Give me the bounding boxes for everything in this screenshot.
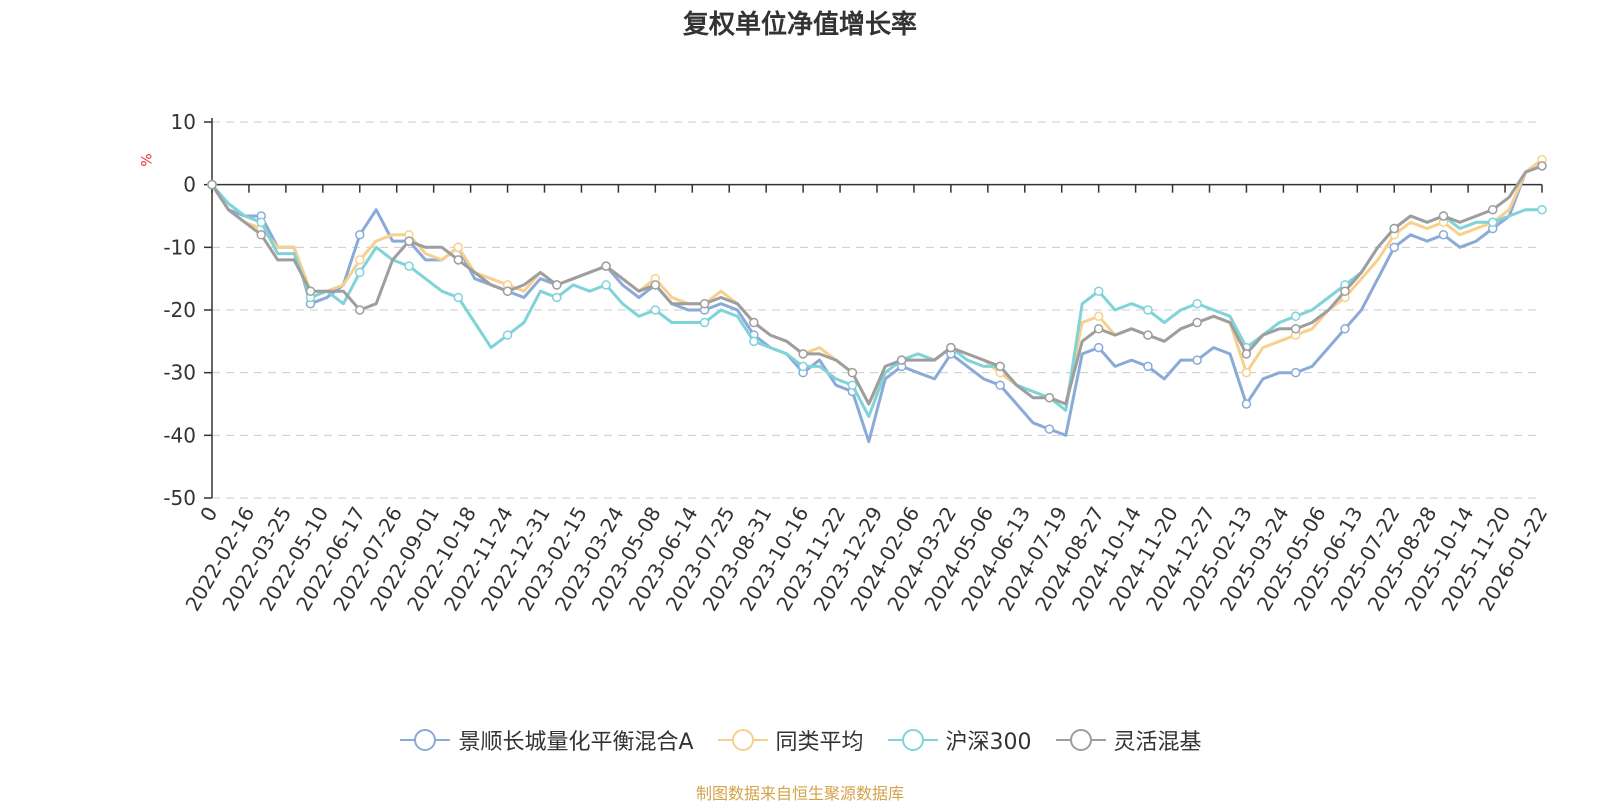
series-point-2 [453, 242, 464, 253]
series-point-3 [650, 305, 661, 315]
legend-label: 灵活混基 [1113, 730, 1202, 755]
series-point-4 [256, 230, 267, 240]
series-point-1 [1093, 342, 1104, 353]
x-tick-label: 0 [195, 503, 222, 526]
series-point-4 [502, 286, 513, 296]
line-chart: 100-10-20-30-40-5002022-02-162022-03-252… [163, 110, 1552, 615]
series-point-4 [1438, 211, 1449, 221]
series-point-4 [1487, 204, 1498, 215]
series-point-3 [552, 292, 562, 303]
series-point-1 [1340, 324, 1350, 334]
series-point-4 [207, 179, 217, 190]
series-point-3 [1487, 217, 1498, 228]
series-point-4 [1389, 223, 1399, 234]
legend-label: 景顺长城量化平衡混合A [458, 730, 694, 755]
source-note: 制图数据来自恒生聚源数据库 [695, 784, 904, 803]
series-line-3 [210, 183, 1542, 418]
series-point-3 [1093, 286, 1104, 296]
series-point-4 [453, 255, 464, 265]
series-point-4 [305, 286, 316, 296]
y-tick-label: -30 [163, 361, 196, 385]
y-tick-label: -50 [163, 486, 196, 510]
series-point-1 [1241, 399, 1252, 409]
series-point-4 [404, 236, 414, 246]
legend-item-3[interactable]: 沪深300 [886, 724, 1032, 756]
series-point-4 [1290, 324, 1301, 334]
series-point-3 [453, 292, 464, 303]
series-point-3 [355, 267, 365, 278]
series-point-4 [798, 349, 808, 359]
series-point-4 [896, 355, 907, 365]
series-point-3 [502, 330, 513, 340]
series-point-4 [1340, 286, 1350, 296]
series-line-4 [210, 164, 1543, 406]
series-point-3 [798, 361, 808, 372]
legend-marker-icon [887, 729, 938, 751]
series-point-4 [847, 367, 858, 378]
y-tick-label: -40 [163, 423, 196, 447]
series-point-1 [1143, 361, 1153, 372]
series-point-4 [355, 305, 365, 315]
legend-label: 同类平均 [775, 730, 864, 755]
series-point-4 [995, 361, 1005, 372]
series-point-1 [995, 380, 1005, 390]
series-point-2 [355, 255, 365, 265]
y-tick-label: -20 [163, 298, 196, 322]
legend-marker-icon [400, 729, 451, 751]
y-tick-label: 0 [183, 173, 196, 197]
series-point-3 [256, 217, 267, 228]
series-point-1 [1192, 355, 1202, 365]
series-point-3 [1192, 298, 1202, 309]
series-point-4 [1093, 324, 1104, 334]
series-point-3 [601, 280, 611, 290]
series-point-3 [847, 380, 858, 390]
y-tick-label: -10 [163, 235, 196, 259]
series-point-2 [1241, 367, 1252, 378]
series-point-4 [699, 298, 710, 309]
series-point-3 [749, 336, 759, 347]
series-point-4 [946, 342, 956, 353]
legend-marker-icon [717, 729, 768, 751]
series-point-4 [1044, 392, 1055, 403]
chart-legend: 景顺长城量化平衡混合A 同类平均 沪深300 灵活混基 [0, 724, 1600, 756]
y-tick-label: 10 [171, 110, 196, 134]
series-point-3 [699, 317, 710, 328]
series-point-3 [1143, 305, 1153, 315]
series-point-1 [1044, 424, 1055, 434]
series-point-1 [1389, 242, 1399, 253]
series-point-1 [355, 230, 365, 240]
series-point-1 [1290, 367, 1301, 378]
series-point-2 [1093, 311, 1104, 322]
series-line-1 [210, 164, 1543, 444]
legend-item-1[interactable]: 景顺长城量化平衡混合A [398, 724, 694, 756]
series-point-4 [601, 261, 611, 271]
series-point-3 [404, 261, 414, 271]
series-point-4 [1537, 161, 1547, 171]
chart-title: 复权单位净值增长率 [682, 10, 917, 40]
series-point-4 [552, 280, 562, 290]
legend-item-4[interactable]: 灵活混基 [1054, 724, 1202, 756]
legend-label: 沪深300 [945, 730, 1032, 755]
series-point-1 [1438, 230, 1449, 240]
series-point-4 [650, 280, 661, 290]
series-point-4 [1241, 349, 1252, 359]
legend-marker-icon [1055, 729, 1106, 751]
series-point-4 [749, 317, 759, 328]
series-point-3 [1537, 204, 1547, 215]
series-point-4 [1192, 317, 1202, 328]
legend-item-2[interactable]: 同类平均 [716, 724, 864, 756]
series-point-3 [1290, 311, 1301, 322]
series-point-4 [1143, 330, 1153, 340]
